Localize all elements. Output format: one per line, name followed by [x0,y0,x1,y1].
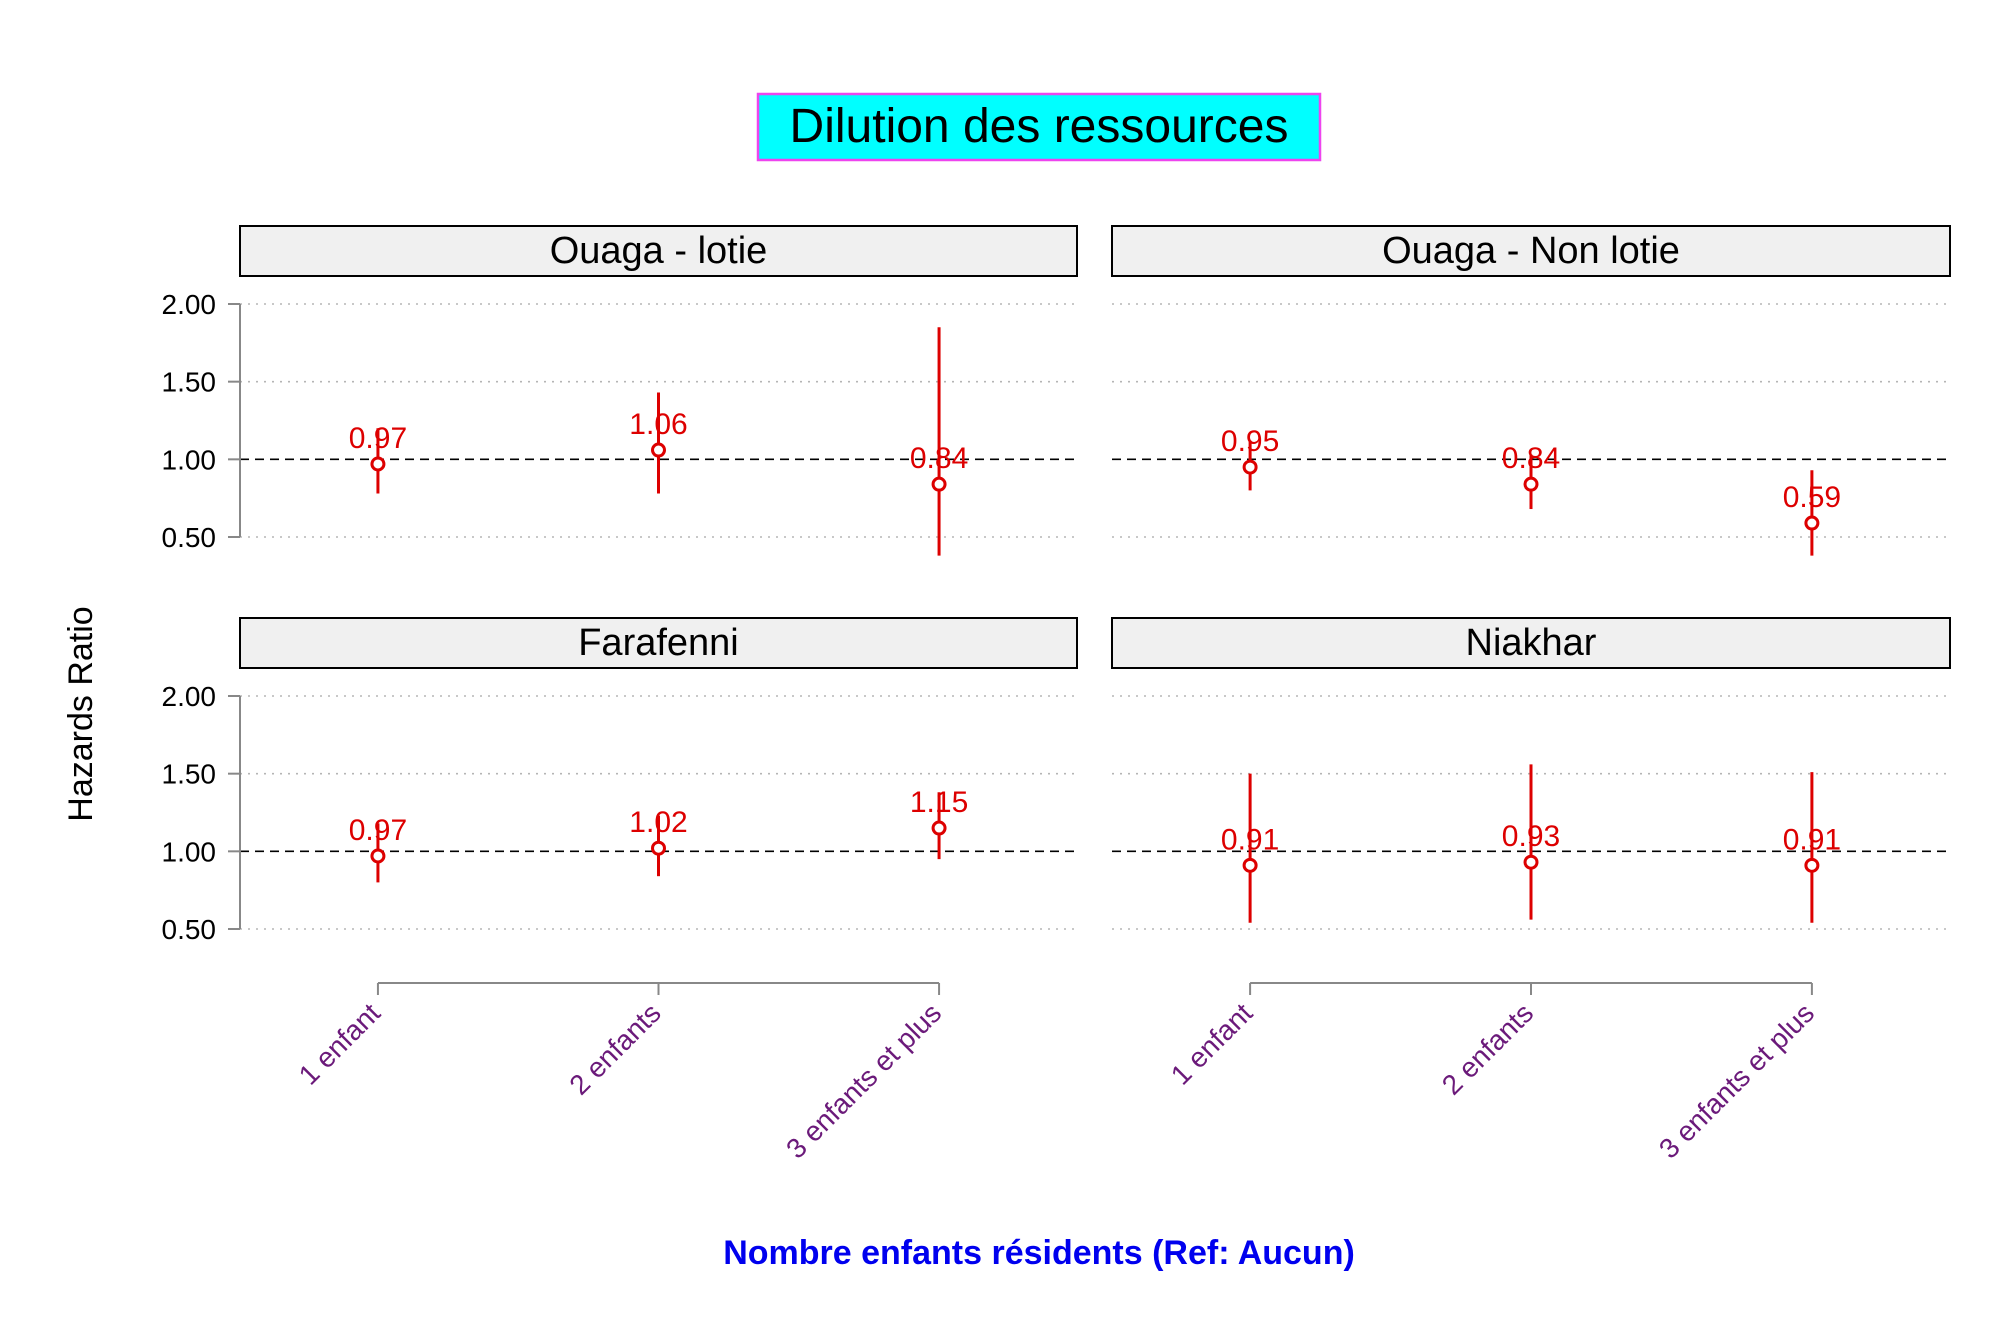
estimate-ouaga-lotie-2-enfants: 1.06 [629,392,688,494]
data-label: 1.15 [910,786,968,819]
estimate-farafenni-1-enfant: 0.97 [349,814,407,883]
data-label: 0.97 [349,422,407,455]
panel-strip [239,225,1078,277]
point-estimate [370,456,386,472]
estimate-ouaga-non-lotie-3-enfants-et-plus: 0.59 [1783,470,1841,556]
data-label: 0.93 [1502,820,1560,853]
y-tick-label: 1.50 [162,367,217,398]
x-tick-label: 2 enfants [1436,997,1539,1100]
panel-farafenni: Farafenni 0.50 1.00 1.50 2.00 0.97 1.02 1.15 [162,617,1078,945]
estimate-ouaga-lotie-3-enfants-et-plus: 0.84 [910,327,968,556]
chart-title: Dilution des ressources [790,100,1289,153]
data-label: 1.06 [629,408,687,441]
data-label: 0.91 [1221,823,1279,856]
data-label: 0.91 [1783,823,1841,856]
y-tick-label: 1.50 [162,759,217,790]
data-label: 1.02 [629,806,687,839]
point-estimate [931,820,947,836]
estimate-ouaga-non-lotie-1-enfant: 0.95 [1221,425,1279,491]
y-tick-label: 0.50 [162,914,217,945]
panel-strip-label: Niakhar [1466,622,1597,664]
panel-ouaga-non-lotie: Ouaga - Non lotie 0.95 0.84 0.59 [1111,225,1951,556]
point-estimate [1804,515,1820,531]
panel-strip-label: Farafenni [578,622,739,664]
panel-niakhar: Niakhar 0.91 0.93 0.91 [1111,617,1951,930]
x-axis-title: Nombre enfants résidents (Ref: Aucun) [723,1234,1355,1272]
data-label: 0.59 [1783,481,1841,514]
point-estimate [1523,476,1539,492]
estimate-farafenni-3-enfants-et-plus: 1.15 [910,786,968,860]
x-tick-label: 2 enfants [563,997,666,1100]
y-tick-label: 1.00 [162,444,217,475]
data-label: 0.84 [1502,442,1560,475]
estimate-ouaga-lotie-1-enfant: 0.97 [349,422,407,494]
estimate-niakhar-3-enfants-et-plus: 0.91 [1783,772,1841,923]
point-estimate [1242,459,1258,475]
estimate-niakhar-2-enfants: 0.93 [1502,764,1560,920]
estimate-ouaga-non-lotie-2-enfants: 0.84 [1502,442,1560,510]
x-axes: 1 enfant 2 enfants 3 enfants et plus 1 enfa… [293,982,1820,1165]
y-tick-label: 0.50 [162,522,217,553]
estimate-farafenni-2-enfants: 1.02 [629,806,688,877]
panel-strip [1111,617,1951,669]
panel-strip [239,617,1078,669]
panel-strip-label: Ouaga - lotie [550,230,768,272]
x-axis: 1 enfant 2 enfants 3 enfants et plus [293,982,947,1165]
x-tick-label: 1 enfant [1165,997,1259,1091]
point-estimate [651,840,666,856]
estimate-niakhar-1-enfant: 0.91 [1221,773,1279,923]
panel-strip-label: Ouaga - Non lotie [1382,230,1680,272]
point-estimate [1242,857,1258,873]
x-tick-label: 3 enfants et plus [780,997,947,1164]
x-tick-label: 3 enfants et plus [1653,997,1820,1164]
y-axis: 0.50 1.00 1.50 2.00 [162,681,241,945]
point-estimate [370,848,386,864]
y-axis: 0.50 1.00 1.50 2.00 [162,289,241,553]
facet-panels: Ouaga - lotie 0.50 1.00 1.50 2.00 0.97 1.06 0.8… [162,225,1951,945]
chart-title-box: Dilution des ressources [756,92,1322,162]
y-tick-label: 1.00 [162,836,217,867]
data-label: 0.95 [1221,425,1279,458]
data-label: 0.84 [910,442,968,475]
point-estimate [651,442,666,458]
data-label: 0.97 [349,814,407,847]
panel-ouaga-lotie: Ouaga - lotie 0.50 1.00 1.50 2.00 0.97 1.06 0.8… [162,225,1078,556]
chart-title-background [756,92,1322,162]
point-estimate [931,476,947,492]
point-estimate [1523,854,1539,870]
point-estimate [1804,857,1820,873]
y-axis-title: Hazards Ratio [62,606,100,821]
x-tick-label: 1 enfant [293,997,387,1091]
y-tick-label: 2.00 [162,681,217,712]
x-axis: 1 enfant 2 enfants 3 enfants et plus [1165,982,1820,1165]
panel-strip [1111,225,1951,277]
y-tick-label: 2.00 [162,289,217,320]
